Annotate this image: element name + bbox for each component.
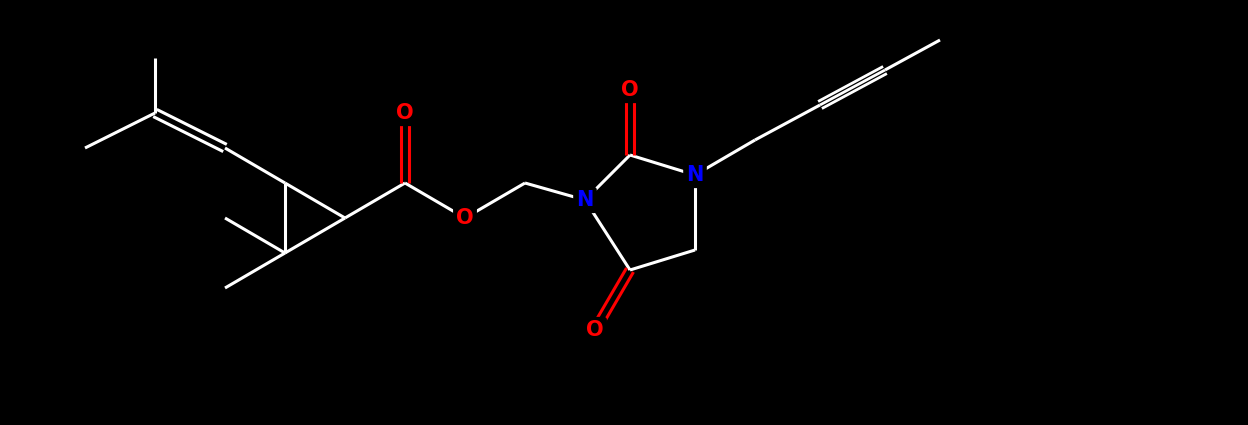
Text: O: O — [622, 80, 639, 100]
Text: O: O — [457, 208, 474, 228]
Text: O: O — [587, 320, 604, 340]
Text: O: O — [396, 103, 414, 123]
Text: N: N — [577, 190, 594, 210]
Text: N: N — [686, 165, 704, 185]
